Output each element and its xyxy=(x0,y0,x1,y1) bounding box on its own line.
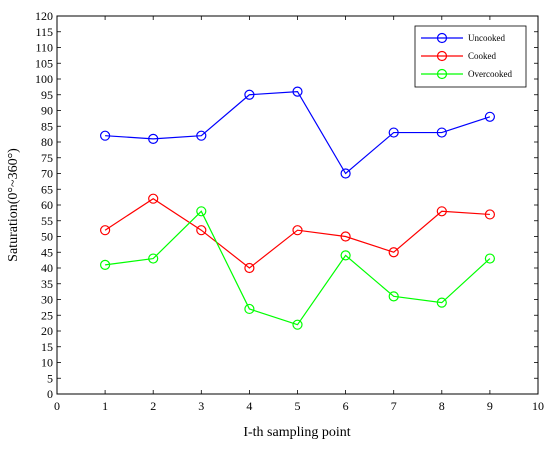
data-point-uncooked xyxy=(436,127,447,138)
data-point-uncooked xyxy=(244,89,255,100)
legend-label-cooked: Cooked xyxy=(468,51,496,61)
data-point-overcooked xyxy=(340,250,351,261)
y-tick-label: 100 xyxy=(35,72,53,86)
x-tick-label: 2 xyxy=(150,399,156,413)
legend-label-uncooked: Uncooked xyxy=(468,33,505,43)
y-tick-label: 55 xyxy=(41,214,53,228)
legend-label-overcooked: Overcooked xyxy=(468,69,512,79)
data-point-cooked xyxy=(388,247,399,258)
y-tick-label: 90 xyxy=(41,104,53,118)
y-tick-label: 40 xyxy=(41,261,53,275)
data-point-cooked xyxy=(148,193,159,204)
data-point-uncooked xyxy=(292,86,303,97)
y-tick-label: 105 xyxy=(35,56,53,70)
data-point-overcooked xyxy=(148,253,159,264)
data-point-uncooked xyxy=(484,111,495,122)
x-tick-label: 6 xyxy=(343,399,349,413)
data-point-uncooked xyxy=(196,130,207,141)
data-point-overcooked xyxy=(484,253,495,264)
legend-marker-overcooked xyxy=(436,68,448,80)
data-point-uncooked xyxy=(388,127,399,138)
data-point-overcooked xyxy=(436,297,447,308)
y-axis-title: Saturation(0°~360°) xyxy=(6,148,21,262)
x-tick-label: 10 xyxy=(532,399,544,413)
data-point-cooked xyxy=(340,231,351,242)
series-line-uncooked xyxy=(105,90,491,175)
data-point-overcooked xyxy=(99,259,111,270)
data-point-cooked xyxy=(484,209,495,220)
series-layer xyxy=(99,86,495,330)
x-tick-label: 7 xyxy=(391,399,397,413)
data-point-overcooked xyxy=(244,303,255,315)
data-point-uncooked xyxy=(99,130,111,141)
legend-marker-cooked xyxy=(436,50,448,62)
y-tick-label: 115 xyxy=(35,25,53,39)
x-tick-label: 4 xyxy=(246,399,252,413)
x-tick-label: 1 xyxy=(102,399,108,413)
legend: Uncooked Cooked Overcooked xyxy=(414,25,527,88)
x-axis: 0 1 2 3 4 5 6 7 8 9 10 xyxy=(54,16,544,413)
legend-marker-uncooked xyxy=(436,32,448,44)
x-tick-label: 8 xyxy=(439,399,445,413)
y-tick-label: 50 xyxy=(41,230,53,244)
x-tick-label: 0 xyxy=(54,399,60,413)
y-tick-label: 110 xyxy=(35,41,53,55)
y-tick-label: 30 xyxy=(41,293,53,307)
x-tick-label: 9 xyxy=(487,399,493,413)
data-point-cooked xyxy=(244,262,255,274)
y-tick-label: 65 xyxy=(41,182,53,196)
data-point-cooked xyxy=(292,225,303,236)
data-point-cooked xyxy=(99,225,111,236)
data-point-overcooked xyxy=(292,319,303,330)
x-tick-label: 3 xyxy=(198,399,204,413)
y-tick-label: 20 xyxy=(41,324,53,338)
x-tick-label: 5 xyxy=(295,399,301,413)
data-point-cooked xyxy=(196,225,207,236)
y-tick-label: 95 xyxy=(41,88,53,102)
data-point-cooked xyxy=(436,206,447,217)
data-point-overcooked xyxy=(196,206,207,217)
y-tick-label: 120 xyxy=(35,9,53,23)
y-tick-label: 80 xyxy=(41,135,53,149)
series-line-cooked xyxy=(104,197,490,269)
y-tick-label: 15 xyxy=(41,340,53,354)
y-tick-label: 70 xyxy=(41,167,53,181)
y-tick-label: 25 xyxy=(41,308,53,322)
y-tick-label: 60 xyxy=(41,198,53,212)
y-tick-label: 35 xyxy=(41,277,53,291)
y-tick-label: 0 xyxy=(47,387,53,401)
y-tick-label: 85 xyxy=(41,119,53,133)
y-tick-label: 10 xyxy=(41,356,53,370)
y-axis: 0510152025303540455055606570758085909510… xyxy=(35,9,538,401)
y-tick-label: 5 xyxy=(47,371,53,385)
x-axis-title: I-th sampling point xyxy=(243,425,350,440)
data-point-uncooked xyxy=(148,133,159,144)
y-tick-label: 75 xyxy=(41,151,53,165)
data-point-overcooked xyxy=(388,291,399,302)
series-line-overcooked xyxy=(105,210,491,326)
y-tick-label: 45 xyxy=(41,245,53,259)
data-point-uncooked xyxy=(340,168,351,179)
